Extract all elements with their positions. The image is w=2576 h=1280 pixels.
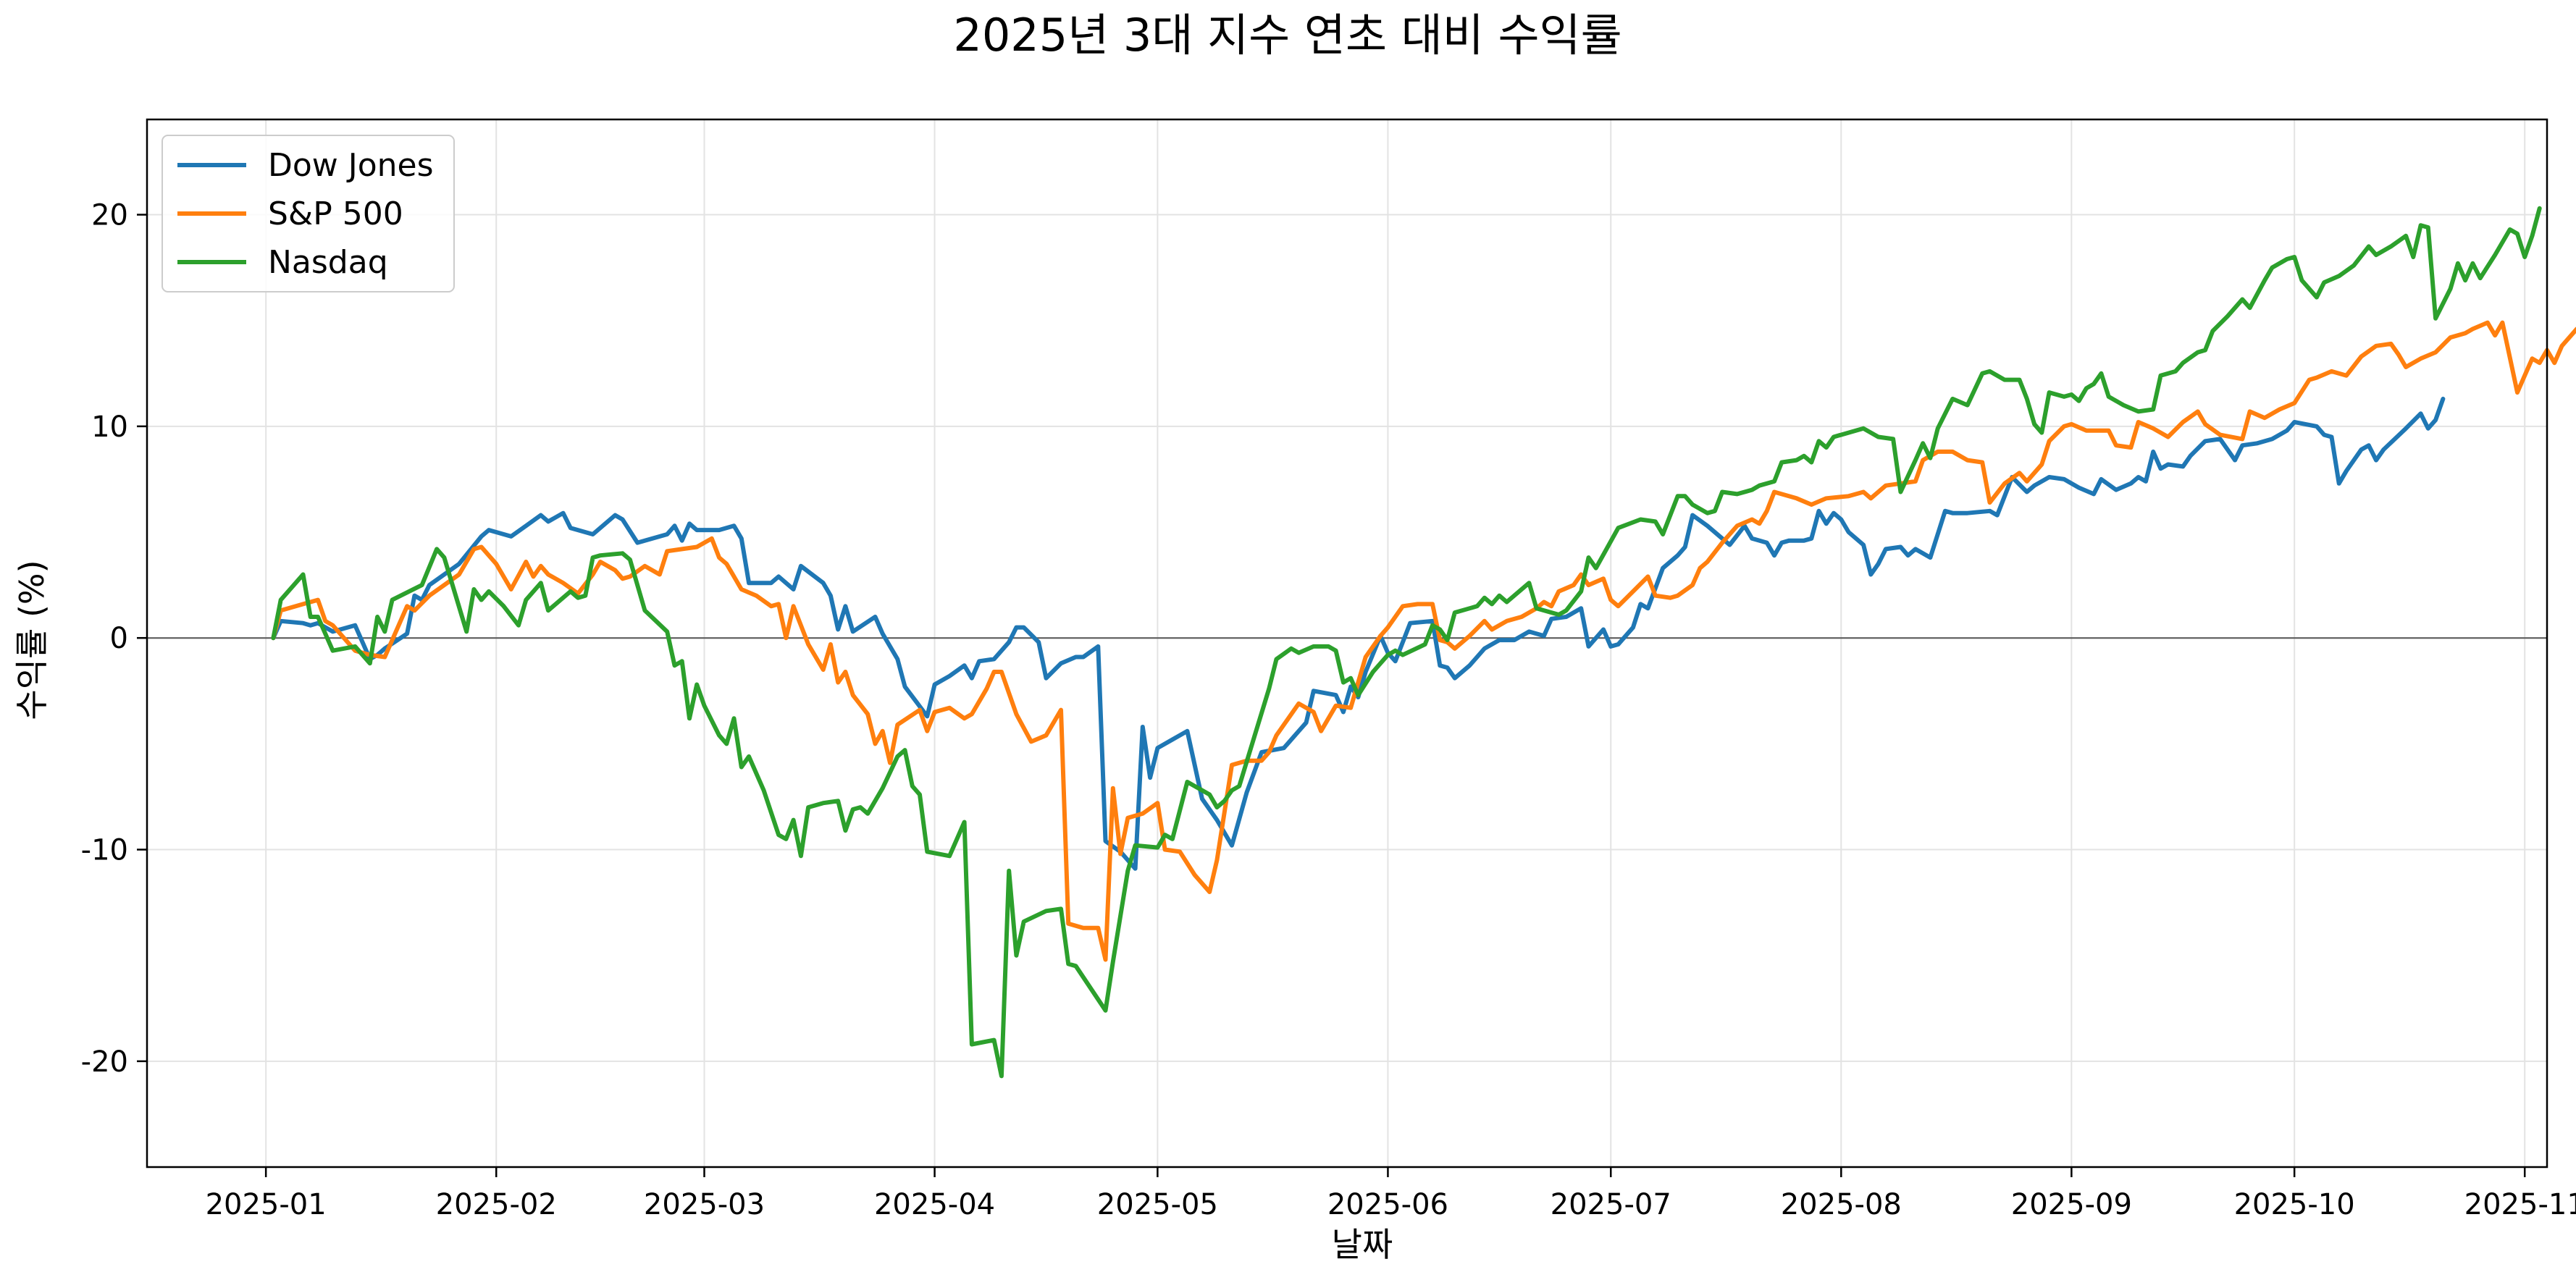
legend-box [161,135,455,292]
x-tick-label: 2025-08 [1781,1188,1902,1221]
y-tick-label: -10 [81,834,128,867]
x-tick-label: 2025-06 [1327,1188,1448,1221]
legend: Dow Jones S&P 500 Nasdaq [161,135,455,292]
y-tick-label: -20 [81,1045,128,1079]
y-tick-label: 10 [91,410,128,444]
x-tick-label: 2025-04 [874,1188,995,1221]
legend-label-dow-jones: Dow Jones [268,147,434,184]
x-tick-label: 2025-02 [436,1188,557,1221]
series-line-nasdaq [271,206,2542,1079]
chart-title: 2025년 3대 지수 연초 대비 수익률 [953,9,1621,62]
x-axis-label: 날짜 [1332,1225,1393,1264]
x-tick-label: 2025-03 [644,1188,765,1221]
y-axis: 20 10 0 -10 -20 [81,199,147,1079]
plot-frame [146,118,2548,1169]
y-tick-label: 0 [110,622,128,655]
y-axis-label: 수익률 (%) [12,560,51,720]
series-line-sp500 [271,320,2576,962]
x-tick-label: 2025-11 [2464,1188,2576,1221]
x-tick-label: 2025-10 [2234,1188,2355,1221]
series-line-dow-jones [271,396,2446,871]
series-group [271,206,2576,1079]
legend-label-sp500: S&P 500 [268,195,403,232]
legend-label-nasdaq: Nasdaq [268,244,388,281]
x-tick-label: 2025-07 [1551,1188,1671,1221]
x-axis: 2025-01 2025-02 2025-03 2025-04 2025-05 2025-… [206,1167,2576,1221]
x-tick-label: 2025-05 [1097,1188,1218,1221]
x-tick-label: 2025-09 [2011,1188,2132,1221]
x-tick-label: 2025-01 [206,1188,327,1221]
y-tick-label: 20 [91,199,128,232]
